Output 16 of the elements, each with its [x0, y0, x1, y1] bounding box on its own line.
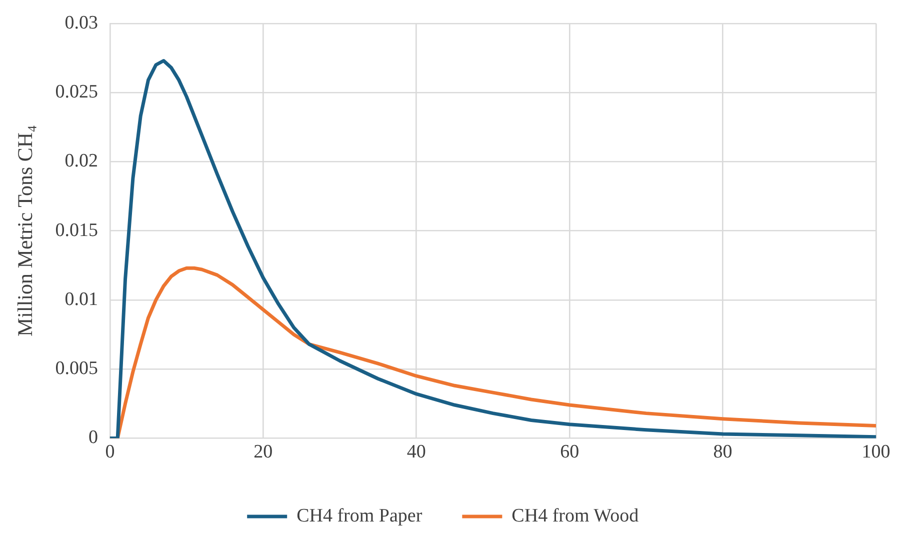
x-tick-label: 0: [105, 442, 115, 463]
y-tick-label: 0.025: [55, 82, 98, 103]
legend-label: CH4 from Paper: [296, 505, 423, 526]
y-axis-title: Million Metric Tons CH₄: [13, 125, 38, 336]
legend-label: CH4 from Wood: [512, 505, 640, 526]
x-tick-label: 40: [406, 442, 426, 463]
y-tick-label: 0.005: [55, 358, 98, 380]
x-tick-label: 80: [713, 442, 732, 463]
y-tick-label: 0.03: [64, 12, 98, 34]
x-tick-label: 60: [560, 442, 580, 463]
x-tick-label: 20: [254, 442, 273, 463]
y-tick-label: 0: [88, 427, 98, 448]
x-tick-label: 100: [862, 442, 890, 463]
y-tick-label: 0.01: [64, 288, 98, 310]
y-tick-label: 0.02: [64, 150, 98, 172]
y-tick-label: 0.015: [55, 220, 98, 241]
